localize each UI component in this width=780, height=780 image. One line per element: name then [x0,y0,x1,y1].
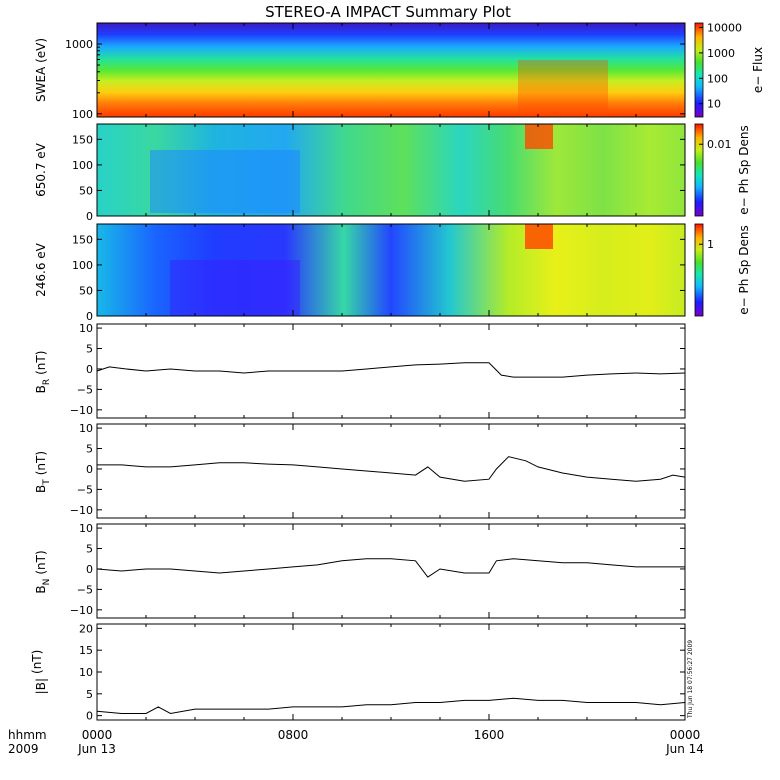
x-date-label: Jun 14 [665,742,704,756]
y-tick-label: 0 [86,210,93,223]
y-tick-label: 50 [79,184,93,197]
y-tick-label: 5 [86,443,93,456]
plot-timestamp: Thu Jun 18 07:56:27 2009 [687,640,694,719]
y-tick-label: 0 [86,363,93,376]
bmag-frame [96,623,686,721]
br-series-line [96,362,686,378]
y-tick-label: 0 [86,710,93,723]
br-y-axis: 10 5 0 −5 −10 [70,322,686,418]
y-tick-label: 20 [79,622,93,635]
pitch-650-colorbar-ticks: 0.01 [699,138,732,151]
y-tick-label: 10 [79,322,93,335]
y-tick-label: 5 [86,688,93,701]
colorbar-tick-label: 0.01 [707,138,732,151]
pitch-650-colorbar [694,123,704,217]
bt-frame [96,423,686,519]
pitch-246-y-axis: 150 100 50 0 [72,224,686,323]
br-frame [96,323,686,419]
colorbar-tick-label: 10 [707,98,721,111]
bmag-series-line [96,697,686,715]
plot-title: STEREO-A IMPACT Summary Plot [265,3,511,21]
swea-colorbar-ticks: 10000 1000 100 10 [699,21,742,111]
y-tick-label: 0 [86,463,93,476]
x-axis-label-year: 2009 [8,742,39,756]
br-y-label: BR(nT) [34,351,52,394]
swea-y-label: SWEA (eV) [34,38,48,102]
y-tick-label: 100 [72,159,93,172]
swea-spectrogram-fill [97,23,685,117]
y-tick-label: −5 [77,583,93,596]
bn-y-axis: 10 5 0 −5 −10 [70,522,686,618]
pitch-650-colorbar-label: e− Ph Sp Dens [737,125,751,214]
swea-flux-enhancement [518,60,608,117]
pitch-650-low-patch [150,150,300,213]
y-tick-label: −10 [70,404,93,417]
pitch-angle-246-panel: 150 100 50 0 246.6 eV 1 e− Ph Sp Dens [34,223,751,323]
bn-y-label: BN(nT) [34,550,52,593]
colorbar-tick-label: 1000 [707,47,735,60]
colorbar-tick-label: 10000 [707,21,742,34]
pitch-246-fill [97,224,685,316]
pitch-246-colorbar [694,223,704,317]
y-tick-label: 1000 [65,38,93,51]
y-tick-label: 0 [86,563,93,576]
y-tick-label: 15 [79,644,93,657]
pitch-246-low-patch [170,260,300,316]
bn-panel: 10 5 0 −5 −10 BN(nT) [34,522,686,619]
pitch-246-hot-spot [525,224,553,249]
y-tick-label: −5 [77,383,93,396]
br-panel: 10 5 0 −5 −10 BR(nT) [34,322,686,419]
y-tick-label: 10 [79,422,93,435]
y-tick-label: −5 [77,483,93,496]
x-tick-label: 1600 [474,728,505,742]
y-tick-label: 150 [72,233,93,246]
swea-colorbar [694,22,704,118]
x-date-label: Jun 13 [77,742,116,756]
y-tick-label: −10 [70,504,93,517]
pitch-246-y-label: 246.6 eV [34,242,48,297]
y-tick-label: 50 [79,284,93,297]
swea-spectrogram-panel: 1000 100 SWEA (eV) 10000 1000 100 10 e− Flux [34,21,765,120]
y-tick-label: 100 [72,108,93,121]
x-tick-label: 0800 [278,728,309,742]
pitch-angle-650-panel: 150 100 50 0 650.7 eV 0.01 e− Ph Sp Dens [34,123,751,223]
y-tick-label: 100 [72,259,93,272]
colorbar-tick-label: 1 [707,238,714,251]
x-tick-label: 0000 [82,728,113,742]
bmag-panel: 20 15 10 5 0 |B|(nT) Thu Jun 18 07:56:27 200… [30,622,694,722]
pitch-246-colorbar-ticks: 1 [699,238,714,251]
bn-frame [96,523,686,619]
y-tick-label: −10 [70,604,93,617]
y-tick-label: 10 [79,666,93,679]
y-tick-label: 5 [86,543,93,556]
pitch-650-y-label: 650.7 eV [34,142,48,197]
pitch-650-hot-spot [525,124,553,149]
y-tick-label: 0 [86,310,93,323]
bt-y-axis: 10 5 0 −5 −10 [70,422,686,518]
swea-y-axis: 1000 100 [65,22,686,121]
pitch-246-colorbar-label: e− Ph Sp Dens [737,225,751,314]
colorbar-tick-label: 100 [707,72,728,85]
bt-y-label: BT(nT) [34,451,52,493]
x-axis-label-hhmm: hhmm [8,728,47,742]
bt-series-line [97,456,686,482]
bn-series-line [96,558,685,578]
bmag-y-axis: 20 15 10 5 0 [79,622,686,723]
y-tick-label: 10 [79,522,93,535]
swea-colorbar-label: e− Flux [751,47,765,93]
pitch-650-y-axis: 150 100 50 0 [72,124,686,223]
x-tick-label: 0000 [670,728,701,742]
bmag-y-label: |B|(nT) [30,650,48,695]
y-tick-label: 150 [72,133,93,146]
bt-panel: 10 5 0 −5 −10 BT(nT) [34,422,686,519]
y-tick-label: 5 [86,343,93,356]
